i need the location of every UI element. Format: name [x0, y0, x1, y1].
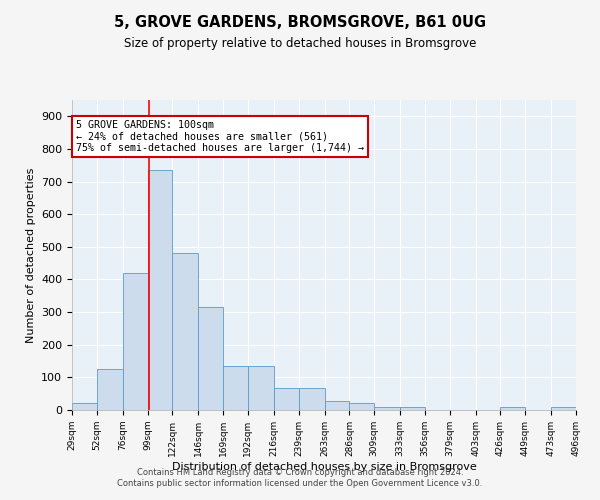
Bar	[248, 366, 274, 410]
Bar	[374, 406, 400, 410]
Bar	[299, 388, 325, 410]
Bar	[123, 273, 148, 410]
Text: 5, GROVE GARDENS, BROMSGROVE, B61 0UG: 5, GROVE GARDENS, BROMSGROVE, B61 0UG	[114, 15, 486, 30]
Bar	[97, 369, 123, 410]
Text: 5 GROVE GARDENS: 100sqm
← 24% of detached houses are smaller (561)
75% of semi-d: 5 GROVE GARDENS: 100sqm ← 24% of detache…	[76, 120, 364, 153]
Bar	[148, 170, 172, 410]
Text: Size of property relative to detached houses in Bromsgrove: Size of property relative to detached ho…	[124, 38, 476, 51]
Bar	[172, 254, 198, 410]
Bar	[198, 307, 223, 410]
Bar	[223, 366, 248, 410]
Bar	[325, 401, 349, 410]
Text: Contains HM Land Registry data © Crown copyright and database right 2024.
Contai: Contains HM Land Registry data © Crown c…	[118, 468, 482, 487]
Bar	[551, 406, 576, 410]
Bar	[349, 403, 374, 410]
X-axis label: Distribution of detached houses by size in Bromsgrove: Distribution of detached houses by size …	[172, 462, 476, 471]
Bar	[72, 404, 97, 410]
Bar	[400, 408, 425, 410]
Bar	[274, 388, 299, 410]
Bar	[500, 406, 525, 410]
Y-axis label: Number of detached properties: Number of detached properties	[26, 168, 35, 342]
